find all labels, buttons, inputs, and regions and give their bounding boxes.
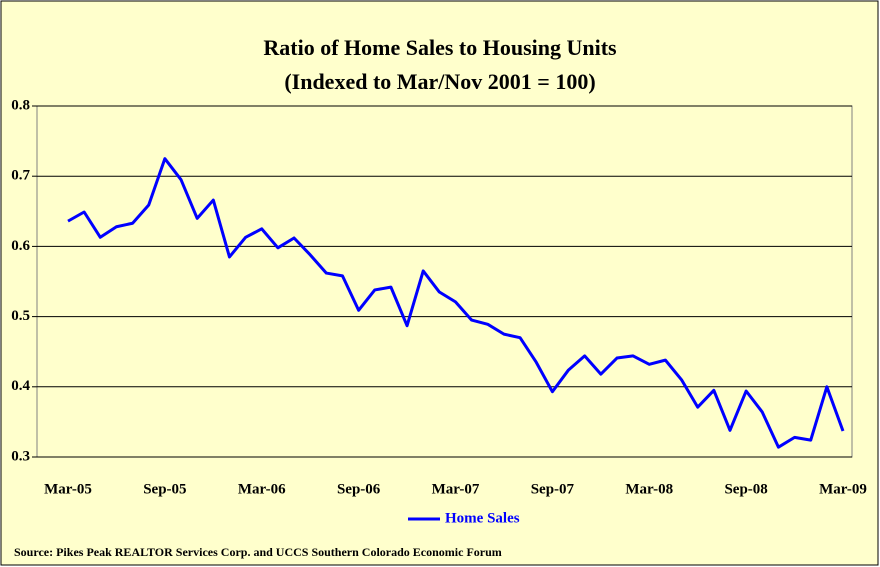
y-tick-label: 0.7 bbox=[11, 168, 30, 184]
chart-title: Ratio of Home Sales to Housing Units bbox=[263, 35, 617, 60]
y-tick-label: 0.8 bbox=[11, 97, 30, 113]
x-tick-label: Sep-05 bbox=[143, 481, 186, 497]
y-tick-label: 0.3 bbox=[11, 448, 30, 464]
x-tick-label: Mar-05 bbox=[44, 481, 92, 497]
plot-area bbox=[36, 105, 853, 458]
x-tick-label: Sep-08 bbox=[724, 481, 767, 497]
y-tick-label: 0.6 bbox=[11, 238, 30, 254]
x-tick-label: Mar-07 bbox=[432, 481, 480, 497]
x-tick-label: Mar-08 bbox=[625, 481, 673, 497]
x-tick-label: Sep-07 bbox=[531, 481, 575, 497]
chart-subtitle: (Indexed to Mar/Nov 2001 = 100) bbox=[284, 69, 595, 94]
x-tick-label: Mar-06 bbox=[238, 481, 286, 497]
source-note: Source: Pikes Peak REALTOR Services Corp… bbox=[14, 545, 502, 559]
x-tick-label: Mar-09 bbox=[819, 481, 867, 497]
y-tick-label: 0.4 bbox=[11, 378, 30, 394]
legend-label: Home Sales bbox=[445, 510, 520, 526]
data-line bbox=[67, 157, 845, 449]
x-tick-label: Sep-06 bbox=[337, 481, 381, 497]
y-tick-label: 0.5 bbox=[11, 308, 30, 324]
